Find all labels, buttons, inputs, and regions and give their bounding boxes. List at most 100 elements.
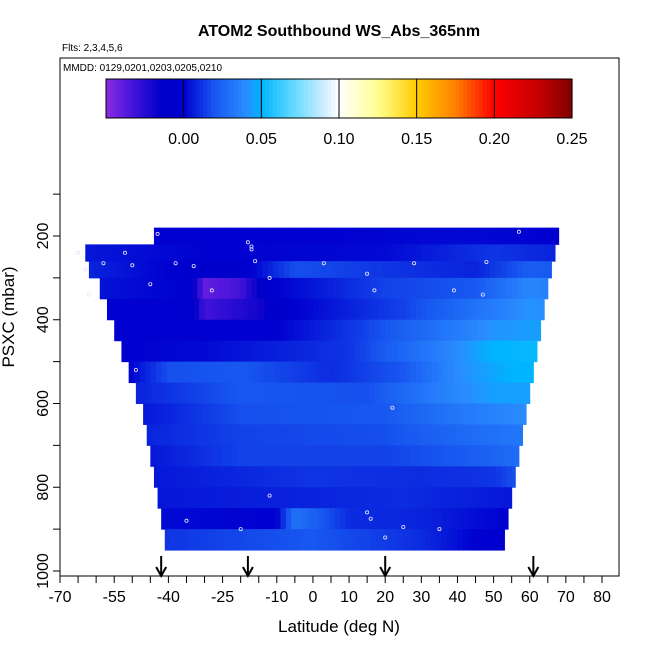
heatmap-cell <box>426 361 433 384</box>
heatmap-cell <box>235 261 242 279</box>
heatmap-cell <box>464 361 471 384</box>
heatmap-cell <box>237 298 243 321</box>
heatmap-cell <box>511 340 518 363</box>
heatmap-cell <box>173 382 180 404</box>
colorbar-segment <box>420 79 426 118</box>
heatmap-cell <box>408 227 415 245</box>
heatmap-cell <box>533 261 540 279</box>
heatmap-cell <box>340 445 346 467</box>
heatmap-cell <box>500 227 507 245</box>
heatmap-cell <box>213 261 220 279</box>
heatmap-cell <box>269 244 276 262</box>
heatmap-cell <box>262 227 269 245</box>
colorbar-segment <box>238 79 243 118</box>
colorbar-segment <box>397 79 402 118</box>
heatmap-cell <box>508 244 514 262</box>
heatmap-cell <box>331 319 337 342</box>
heatmap-cell <box>430 261 437 279</box>
heatmap-cell <box>475 361 482 384</box>
heatmap-cell <box>526 382 531 404</box>
heatmap-cell <box>433 424 440 446</box>
heatmap-cell <box>432 508 439 530</box>
heatmap-cell <box>197 277 204 300</box>
heatmap-cell <box>164 227 171 245</box>
heatmap-cell <box>228 487 234 509</box>
heatmap-cell <box>332 227 339 245</box>
heatmap-cell <box>338 277 345 300</box>
heatmap-cell <box>153 340 160 363</box>
heatmap-cell <box>296 445 303 467</box>
heatmap-cell <box>267 277 274 300</box>
heatmap-cell <box>141 382 148 404</box>
heatmap-cell <box>471 319 478 342</box>
heatmap-cell <box>437 445 444 467</box>
heatmap-cell <box>390 382 397 404</box>
heatmap-cell <box>251 277 258 300</box>
heatmap-cell <box>265 382 272 404</box>
heatmap-cell <box>513 244 520 262</box>
sample-point <box>480 292 485 297</box>
heatmap-cell <box>240 529 247 551</box>
heatmap-cell <box>518 244 525 262</box>
x-tick-label: 40 <box>449 589 467 606</box>
colorbar-segment <box>172 79 177 118</box>
heatmap-cell <box>148 403 155 425</box>
heatmap-cell <box>401 319 408 342</box>
heatmap-cell <box>307 361 314 384</box>
heatmap-cell <box>405 508 411 530</box>
heatmap-cell <box>105 277 112 300</box>
sample-point <box>245 240 250 245</box>
heatmap-cell <box>282 424 289 446</box>
heatmap-cell <box>446 340 453 363</box>
heatmap-cell <box>509 382 516 404</box>
heatmap-cell <box>143 277 150 300</box>
heatmap-cell <box>332 340 339 363</box>
heatmap-cell <box>253 244 260 262</box>
heatmap-cell <box>376 403 383 425</box>
heatmap-cell <box>450 487 457 509</box>
heatmap-cell <box>321 227 328 245</box>
heatmap-cell <box>529 244 536 262</box>
heatmap-cell <box>462 403 469 425</box>
colorbar-segment <box>222 79 227 118</box>
colorbar-segment <box>226 79 231 118</box>
heatmap-cell <box>368 487 375 509</box>
x-tick-label: 20 <box>376 589 394 606</box>
heatmap-cell <box>229 227 236 245</box>
heatmap-cell <box>536 319 542 342</box>
heatmap-cell <box>206 487 213 509</box>
heatmap-cell <box>368 319 375 342</box>
heatmap-cell <box>459 244 466 262</box>
heatmap-cell <box>479 466 486 488</box>
heatmap-cell <box>293 319 299 342</box>
heatmap-cell <box>392 277 399 300</box>
colorbar-segment <box>168 79 173 118</box>
heatmap-cell <box>258 445 265 467</box>
heatmap-cell <box>251 227 258 245</box>
heatmap-cell <box>408 466 415 488</box>
heatmap-cell <box>175 466 182 488</box>
heatmap-cell <box>403 261 410 279</box>
heatmap-cell <box>186 403 193 425</box>
heatmap-cell <box>148 340 155 363</box>
heatmap-cell <box>314 487 321 509</box>
colorbar-segment <box>552 79 558 118</box>
heatmap-cell <box>524 298 531 321</box>
heatmap-cell <box>450 382 457 404</box>
heatmap-cell <box>199 361 206 384</box>
heatmap-cell <box>493 487 500 509</box>
heatmap-cell <box>208 261 215 279</box>
heatmap-cell <box>377 361 384 384</box>
heatmap-cell <box>126 277 133 300</box>
heatmap-cell <box>157 424 164 446</box>
heatmap-cell <box>318 298 325 321</box>
heatmap-cell <box>217 382 224 404</box>
heatmap-cell <box>517 227 524 245</box>
x-axis-label: Latitude (deg N) <box>278 617 400 636</box>
marker-arrow-head <box>379 566 392 579</box>
heatmap-cell <box>423 319 430 342</box>
heatmap-cell <box>323 244 330 262</box>
colorbar-tick-label: 0.00 <box>168 131 199 148</box>
heatmap-cell <box>439 487 446 509</box>
heatmap-cell <box>121 261 128 279</box>
